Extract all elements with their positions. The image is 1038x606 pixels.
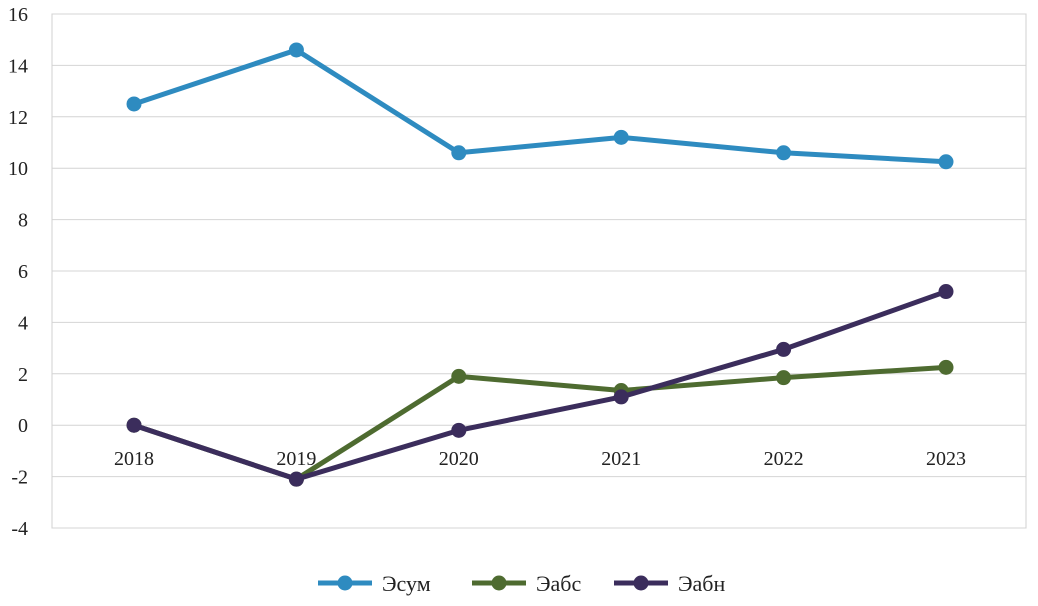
data-point	[288, 471, 304, 487]
legend-item: Эсум	[318, 571, 431, 596]
y-tick-label: 4	[18, 312, 28, 334]
data-point	[938, 359, 954, 375]
y-tick-label: 6	[18, 261, 28, 283]
series-2	[126, 359, 954, 487]
data-point	[613, 389, 629, 405]
data-point	[776, 145, 792, 161]
y-tick-label: 2	[18, 364, 28, 386]
legend: Эсум Эабс Эабн	[318, 571, 725, 596]
legend-label: Эсум	[382, 571, 431, 596]
gridlines	[52, 13, 1026, 529]
series-1	[126, 42, 954, 170]
data-point	[613, 129, 629, 145]
legend-label: Эабн	[678, 571, 725, 596]
y-tick-label: 12	[8, 107, 28, 129]
legend-marker	[337, 575, 353, 591]
data-point	[126, 96, 142, 112]
series-lines	[126, 42, 954, 487]
data-point	[776, 370, 792, 386]
x-tick-label: 2020	[439, 448, 479, 470]
x-tick-label: 2022	[764, 448, 804, 470]
data-point	[126, 417, 142, 433]
data-point	[451, 145, 467, 161]
legend-item: Эабн	[614, 571, 725, 596]
y-tick-label: -4	[11, 518, 28, 540]
y-tick-label: 8	[18, 210, 28, 232]
series-line	[131, 47, 949, 165]
x-tick-label: 2023	[926, 448, 966, 470]
x-axis-tick-labels: 2018 2019 2020 2021 2022 2023	[114, 448, 966, 470]
series-3	[126, 284, 954, 487]
series-line	[131, 364, 949, 482]
legend-label: Эабс	[536, 571, 581, 596]
legend-marker	[491, 575, 507, 591]
series-line	[131, 289, 949, 482]
x-tick-label: 2019	[276, 448, 316, 470]
y-tick-label: 10	[8, 158, 28, 180]
data-point	[938, 284, 954, 300]
data-point	[938, 154, 954, 170]
y-tick-label: 16	[8, 4, 28, 26]
x-tick-label: 2021	[601, 448, 641, 470]
data-point	[288, 42, 304, 58]
y-tick-label: 14	[8, 55, 28, 77]
data-point	[776, 341, 792, 357]
x-tick-label: 2018	[114, 448, 154, 470]
legend-item: Эабс	[472, 571, 581, 596]
y-axis-tick-labels: -4 -2 0 2 4 6 8 10 12 14 16	[8, 4, 28, 540]
y-tick-label: 0	[18, 415, 28, 437]
y-tick-label: -2	[11, 467, 28, 489]
legend-marker	[633, 575, 649, 591]
data-point	[451, 422, 467, 438]
data-point	[451, 368, 467, 384]
